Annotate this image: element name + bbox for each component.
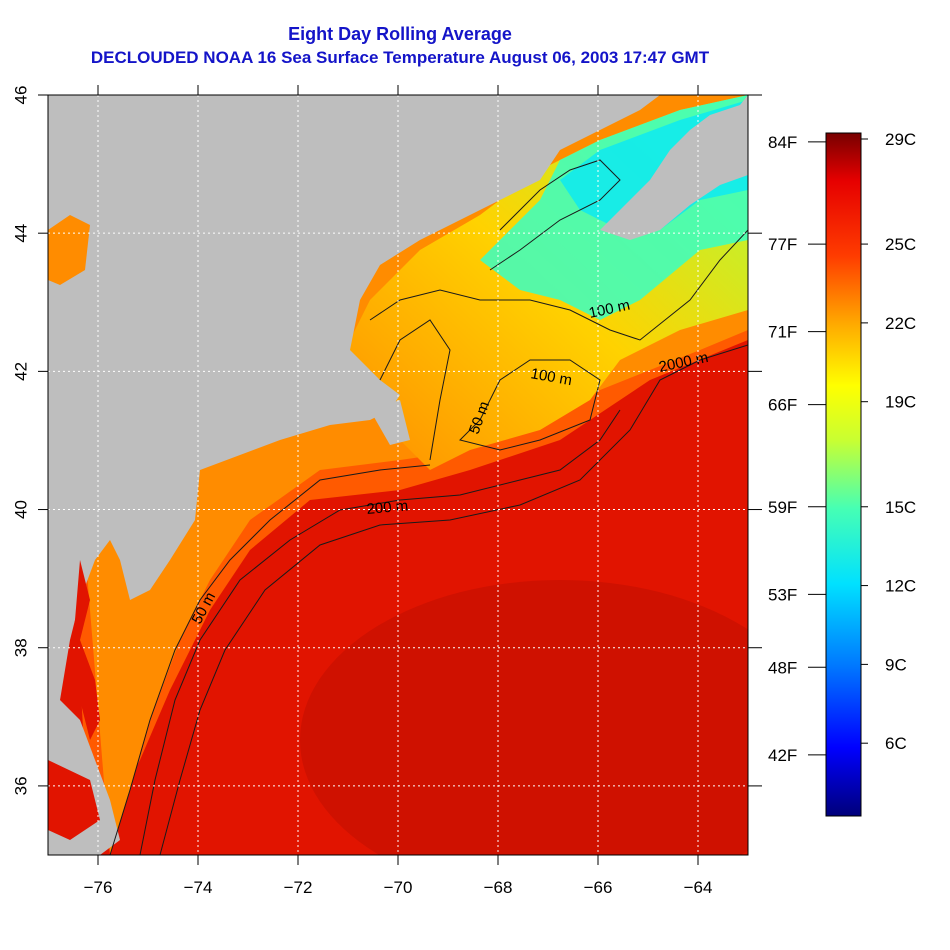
y-tick-label: 36	[11, 776, 30, 795]
fahrenheit-label: 77F	[768, 235, 797, 254]
fahrenheit-label: 84F	[768, 133, 797, 152]
fahrenheit-label: 71F	[768, 323, 797, 342]
land-mainland	[48, 95, 660, 855]
celsius-label: 6C	[885, 734, 907, 753]
fahrenheit-label: 66F	[768, 396, 797, 415]
y-tick-label: 44	[11, 224, 30, 243]
fahrenheit-label: 59F	[768, 498, 797, 517]
x-tick-label: −68	[484, 878, 513, 897]
chesapeake-bay	[70, 560, 100, 740]
grid-lines	[48, 95, 748, 855]
contour-gom-inner	[379, 319, 451, 461]
celsius-label: 25C	[885, 235, 916, 254]
fahrenheit-label: 42F	[768, 746, 797, 765]
land-cape-cod	[370, 400, 410, 445]
land-nova-scotia	[600, 95, 748, 240]
x-tick-label: −72	[284, 878, 313, 897]
pamlico-sound	[48, 760, 100, 840]
celsius-label: 15C	[885, 498, 916, 517]
map-subtitle: DECLOUDED NOAA 16 Sea Surface Temperatur…	[90, 48, 710, 67]
contour-2000m	[159, 344, 748, 855]
x-tick-label: −74	[184, 878, 213, 897]
contour-label: 200 m	[366, 497, 409, 518]
y-tick-label: 38	[11, 638, 30, 657]
x-tick-label: −64	[684, 878, 713, 897]
x-tick-label: −66	[584, 878, 613, 897]
contour-100m-gom	[369, 229, 748, 341]
celsius-label: 19C	[885, 393, 916, 412]
contour-label: 100 m	[529, 365, 573, 389]
map-title: Eight Day Rolling Average	[288, 24, 512, 44]
contour-georges	[459, 359, 601, 451]
ocean-gulfstream	[300, 580, 748, 855]
celsius-label: 9C	[885, 655, 907, 674]
contour-scotian	[489, 159, 621, 271]
contour-50m-south	[109, 464, 431, 855]
x-tick-label: −70	[384, 878, 413, 897]
axes: −76 −74 −72 −70 −68 −66 −64 36 38 40 42 44 46	[11, 85, 762, 897]
celsius-label: 12C	[885, 577, 916, 596]
y-tick-label: 40	[11, 500, 30, 519]
land-warm-patch	[48, 215, 90, 285]
fahrenheit-label: 48F	[768, 658, 797, 677]
celsius-label: 22C	[885, 314, 916, 333]
celsius-label: 29C	[885, 130, 916, 149]
colorbar-labels: 29C 25C 22C 19C 15C 12C 9C 6C 84F 77F 71F 66F 59F 53F…	[768, 130, 916, 765]
colorbar	[825, 132, 862, 817]
fahrenheit-label: 53F	[768, 585, 797, 604]
y-tick-label: 46	[11, 86, 30, 105]
y-tick-label: 42	[11, 362, 30, 381]
x-tick-label: −76	[84, 878, 113, 897]
